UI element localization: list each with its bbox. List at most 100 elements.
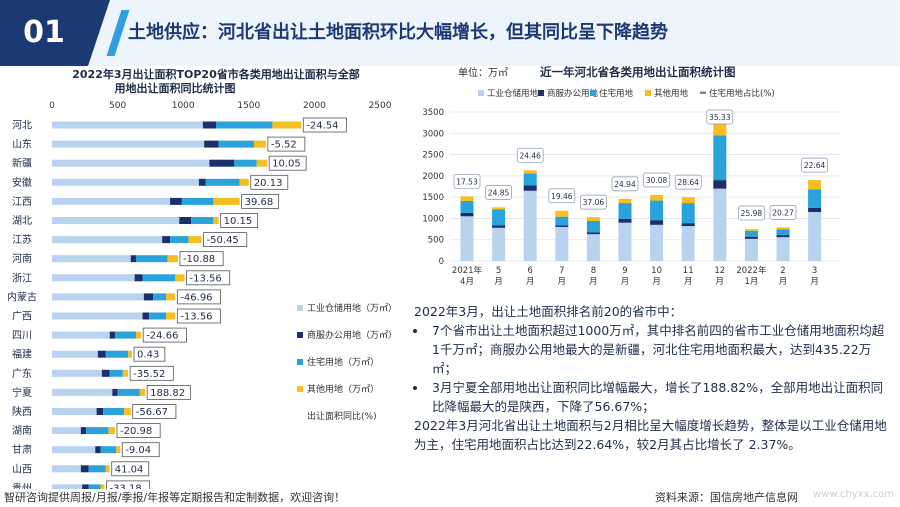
x-tick-label: 0 [49,101,55,111]
legend-label: 其他用地 [654,88,689,99]
bar-segment [523,173,537,186]
bar-segment [586,232,600,235]
bar-segment [166,312,176,320]
legend-label: 商服办公用地 [547,88,599,99]
yoy-label: -33.18 [109,483,141,489]
bar-segment [555,216,569,226]
legend-swatch [645,90,651,96]
category-label: 广西 [12,311,32,323]
bar-segment [492,225,506,228]
legend-swatch [538,90,544,96]
bar-segment [586,220,600,233]
share-label: 20.27 [772,208,794,217]
left-chart-title-line2: 用地出让面积同比统计图 [115,81,236,95]
share-label-box [738,205,765,221]
bar-segment [808,180,822,190]
y-tick-label: 3500 [422,108,444,118]
bar-segment [808,212,822,261]
x-tick-label-line1: 9 [622,266,627,276]
bar-segment [52,255,131,263]
x-tick-label-line1: 5 [496,266,501,276]
legend-label: 住宅用地占比(%) [709,88,775,99]
category-label: 贵州 [12,481,32,489]
bar-segment [218,140,255,148]
x-tick-label-line1: 8 [591,266,596,276]
watermark-text: www.chyxx.com [813,489,894,500]
x-tick-label-line1: 6 [527,266,532,276]
yoy-label: 188.82 [150,388,185,399]
yoy-label-box [268,155,307,171]
bar-segment [776,229,790,236]
bar-segment [52,140,205,148]
bar-segment [713,121,727,136]
yoy-label: -56.67 [136,407,168,418]
right-chart-unit: 单位：万㎡ [458,66,508,79]
bar-segment [650,200,664,221]
bar-segment [109,369,123,377]
bar-segment [681,226,695,261]
yoy-label: -35.52 [133,369,165,380]
y-tick-label: 0 [439,257,444,267]
x-tick-label-line2: 月 [558,277,567,287]
bar-segment [744,238,758,261]
bar-segment [523,185,537,191]
bar-segment [209,159,235,167]
bar-segment [808,207,822,213]
share-label-box [611,176,639,192]
bar-segment [80,427,87,435]
share-label: 35.33 [709,113,731,122]
bar-segment [105,350,129,358]
category-label: 湖北 [12,215,32,227]
legend-swatch [297,386,303,392]
x-tick-label-line2: 月 [494,277,503,287]
bar-segment [713,180,727,189]
share-label: 24.85 [488,188,510,197]
section-number-tail [88,0,110,66]
bar-segment [95,446,101,454]
x-tick-label-line2: 月 [589,277,598,287]
legend-swatch [297,305,303,311]
x-tick-label: 2500 [369,101,392,111]
x-tick-label-line2: 月 [684,277,693,287]
yoy-label-box [220,213,259,228]
summary-text: 2022年3月，出让土地面积排名前20的省市中： 7个省市出让土地面积超过100… [414,302,892,454]
bar-segment [116,446,121,454]
bar-segment [213,197,240,205]
summary-para-2: 2022年3月河北省出让土地面积与2月相比呈大幅度增长趋势，整体是以工业仓储用地… [414,418,887,452]
x-tick-label: 500 [109,101,126,111]
bar-segment [162,236,171,244]
bar-segment [681,197,695,204]
category-label: 甘肃 [12,443,32,456]
yoy-label: 39.68 [245,197,274,208]
bar-segment [52,350,98,358]
yoy-label-box [250,174,289,190]
bar-segment [117,388,140,396]
yoy-label-box [142,327,187,343]
legend-label: 其他用地（万㎡） [307,383,379,395]
yoy-label: -9.04 [125,445,151,456]
bar-segment [713,188,727,261]
bar-segment [460,196,474,201]
bar-segment [52,388,113,396]
bar-segment [170,197,182,205]
bar-segment [128,350,133,358]
yoy-label-box [203,232,248,248]
legend-swatch [700,91,706,94]
bar-segment [254,140,266,148]
bar-segment [96,408,104,415]
share-label-box [706,109,734,125]
yoy-label: -5.52 [271,140,297,151]
x-tick-label-line2: 月 [526,277,535,287]
yoy-label-box [133,346,166,362]
yoy-label: -24.66 [146,331,178,342]
y-tick-label: 500 [428,236,444,246]
category-label: 山东 [12,138,32,151]
yoy-label-box [302,117,347,133]
legend-swatch [590,90,596,96]
legend-label: 工业仓储用地（万㎡） [307,302,397,314]
legend-label: 商服办公用地（万㎡） [307,329,397,341]
yoy-label-box [176,289,221,305]
bar-segment [52,217,180,224]
bar-segment [52,312,143,320]
category-label: 宁夏 [12,386,32,399]
